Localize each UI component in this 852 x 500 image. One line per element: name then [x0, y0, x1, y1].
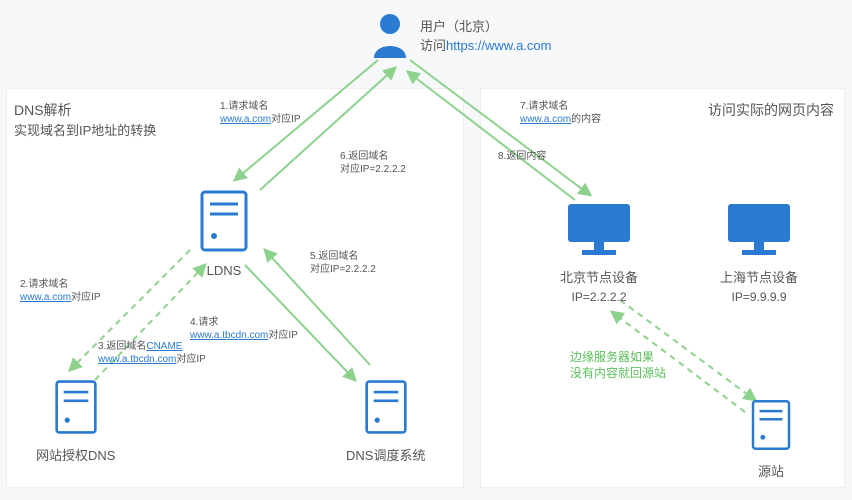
server-icon: [748, 398, 794, 452]
right-caption: 访问实际的网页内容: [708, 100, 834, 120]
user-title: 用户（北京）: [420, 16, 552, 35]
origin-label: 源站: [748, 461, 794, 480]
left-caption-1: DNS解析: [14, 100, 72, 120]
ldns-node: LDNS: [196, 188, 252, 278]
monitor-icon: [724, 200, 794, 258]
sched-node: DNS调度系统: [346, 378, 425, 464]
edge-5-label: 5.返回域名 对应IP=2.2.2.2: [310, 250, 376, 276]
bj-sub: IP=2.2.2.2: [560, 290, 638, 304]
sh-node: 上海节点设备 IP=9.9.9.9: [720, 200, 798, 304]
edge-2-label: 2.请求域名 www.a.com对应IP: [20, 278, 101, 304]
edge-8-label: 8.返回内容: [498, 150, 546, 163]
user-icon: [370, 12, 410, 58]
user-url: https://www.a.com: [446, 38, 551, 53]
sh-sub: IP=9.9.9.9: [720, 290, 798, 304]
monitor-icon: [564, 200, 634, 258]
origin-node: 源站: [748, 398, 794, 480]
left-caption-2: 实现域名到IP地址的转换: [14, 120, 156, 139]
authdns-node: 网站授权DNS: [36, 378, 115, 464]
user-visit: 访问https://www.a.com: [420, 35, 552, 54]
bj-label: 北京节点设备: [560, 267, 638, 286]
server-icon: [361, 378, 411, 436]
edge-1-label: 1.请求域名 www.a.com对应IP: [220, 100, 301, 126]
edge-6-label: 6.返回域名 对应IP=2.2.2.2: [340, 150, 406, 176]
edge-4-label: 4.请求 www.a.tbcdn.com对应IP: [190, 316, 298, 342]
edge-7-label: 7.请求域名 www.a.com的内容: [520, 100, 601, 126]
edge-3-label: 3.返回域名CNAME www.a.tbcdn.com对应IP: [98, 340, 206, 366]
sched-label: DNS调度系统: [346, 445, 425, 464]
authdns-label: 网站授权DNS: [36, 445, 115, 464]
sh-label: 上海节点设备: [720, 267, 798, 286]
user-node: 用户（北京） 访问https://www.a.com: [370, 12, 552, 58]
edge-origin-label: 边缘服务器如果 没有内容就回源站: [570, 350, 666, 381]
server-icon: [51, 378, 101, 436]
server-icon: [196, 188, 252, 254]
bj-node: 北京节点设备 IP=2.2.2.2: [560, 200, 638, 304]
ldns-label: LDNS: [196, 263, 252, 278]
